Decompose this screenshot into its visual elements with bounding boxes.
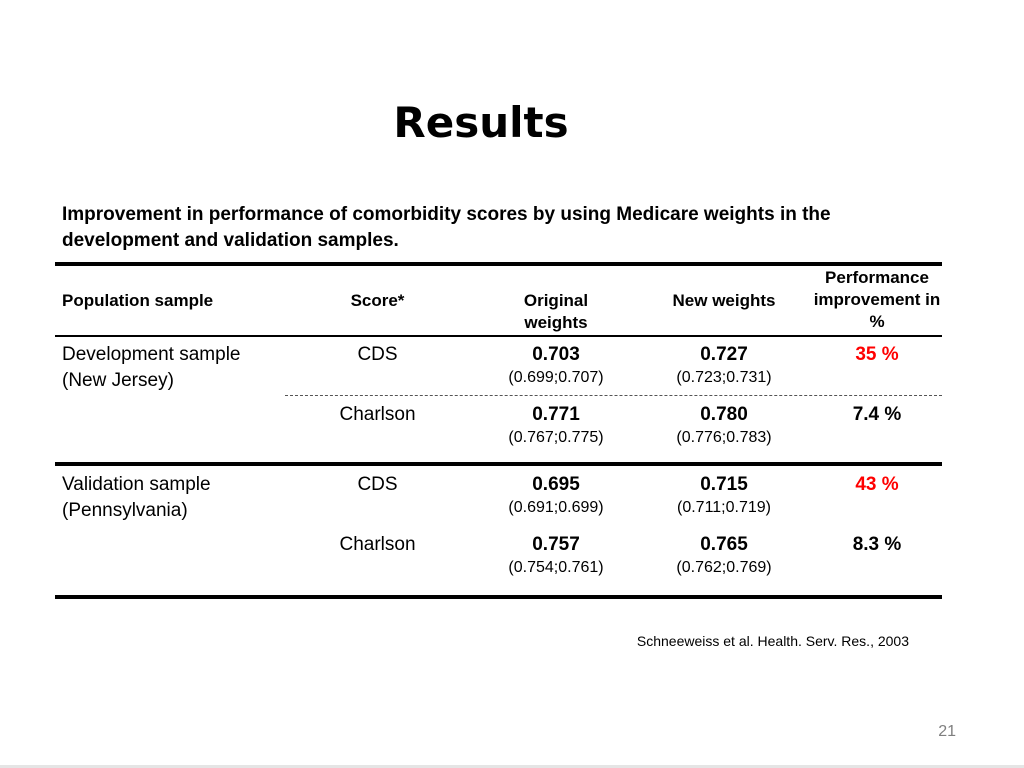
- group-divider-rule: [55, 462, 942, 466]
- score-cell: Charlson: [339, 534, 416, 555]
- header-score: Score*: [350, 291, 405, 310]
- original-auc: 0.757: [532, 534, 580, 555]
- original-auc: 0.771: [532, 404, 580, 425]
- new-ci: (0.723;0.731): [676, 369, 772, 386]
- original-weights-cell: 0.703 (0.699;0.707): [480, 343, 632, 389]
- page-number: 21: [938, 723, 956, 740]
- slide-title: Results: [393, 98, 569, 147]
- original-ci: (0.754;0.761): [508, 559, 604, 576]
- new-ci: (0.762;0.769): [676, 559, 772, 576]
- new-auc: 0.780: [700, 404, 748, 425]
- original-ci: (0.691;0.699): [508, 499, 604, 516]
- row-divider: [285, 395, 942, 396]
- header-performance-improvement: Performance improvement in %: [813, 268, 941, 331]
- population-cell: Development sample (New Jersey): [62, 344, 241, 391]
- new-weights-cell: 0.765 (0.762;0.769): [648, 533, 800, 579]
- improvement-cell: 7.4 %: [852, 404, 902, 425]
- original-weights-cell: 0.771 (0.767;0.775): [480, 403, 632, 449]
- original-weights-cell: 0.695 (0.691;0.699): [480, 473, 632, 519]
- new-auc: 0.727: [700, 344, 748, 365]
- improvement-cell: 35 %: [855, 344, 899, 365]
- new-weights-cell: 0.727 (0.723;0.731): [648, 343, 800, 389]
- score-cell: CDS: [357, 344, 398, 365]
- new-auc: 0.765: [700, 534, 748, 555]
- header-bottom-rule: [55, 335, 942, 337]
- table-bottom-rule: [55, 595, 942, 599]
- header-population: Population sample: [62, 291, 214, 310]
- original-auc: 0.695: [532, 474, 580, 495]
- improvement-cell: 43 %: [855, 474, 899, 495]
- footer-bar: [0, 765, 1024, 768]
- original-auc: 0.703: [532, 344, 580, 365]
- score-cell: Charlson: [339, 404, 416, 425]
- table-caption: Improvement in performance of comorbidit…: [62, 204, 831, 251]
- header-original-weights: Original weights: [523, 291, 589, 332]
- table-top-rule: [55, 262, 942, 266]
- citation: Schneeweiss et al. Health. Serv. Res., 2…: [636, 633, 909, 649]
- original-ci: (0.767;0.775): [508, 429, 604, 446]
- original-ci: (0.699;0.707): [508, 369, 604, 386]
- new-auc: 0.715: [700, 474, 748, 495]
- original-weights-cell: 0.757 (0.754;0.761): [480, 533, 632, 579]
- header-new-weights: New weights: [672, 291, 776, 310]
- population-cell: Validation sample (Pennsylvania): [62, 474, 211, 521]
- new-weights-cell: 0.780 (0.776;0.783): [648, 403, 800, 449]
- improvement-cell: 8.3 %: [852, 534, 902, 555]
- score-cell: CDS: [357, 474, 398, 495]
- new-ci: (0.711;0.719): [677, 499, 771, 516]
- new-ci: (0.776;0.783): [676, 429, 772, 446]
- new-weights-cell: 0.715 (0.711;0.719): [648, 473, 800, 519]
